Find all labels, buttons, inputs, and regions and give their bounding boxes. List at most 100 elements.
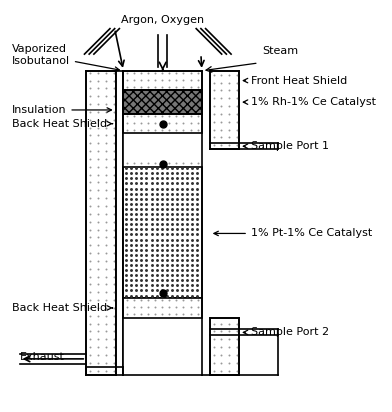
Point <box>128 216 134 222</box>
Point <box>138 211 145 218</box>
Point <box>103 195 109 201</box>
Point <box>103 132 109 139</box>
Point <box>154 292 160 299</box>
Point <box>123 251 129 258</box>
Point <box>131 70 137 76</box>
Point <box>152 126 158 133</box>
Point <box>154 190 160 197</box>
Point <box>164 267 170 274</box>
Point <box>133 251 140 258</box>
Point <box>164 165 170 171</box>
Point <box>103 148 109 154</box>
Point <box>226 360 232 366</box>
Point <box>234 95 240 101</box>
Point <box>159 126 165 133</box>
Point <box>173 112 180 119</box>
Point <box>226 320 232 327</box>
Point <box>123 195 129 202</box>
Point <box>145 112 151 119</box>
Point <box>159 211 165 218</box>
Point <box>152 304 158 310</box>
Point <box>189 170 196 177</box>
Point <box>154 170 160 177</box>
Point <box>95 117 101 123</box>
Point <box>184 287 191 294</box>
Point <box>174 221 180 227</box>
Point <box>226 368 232 374</box>
Point <box>179 226 185 233</box>
Point <box>184 195 191 202</box>
Point <box>159 262 165 268</box>
Point <box>184 267 191 274</box>
Point <box>138 160 144 166</box>
Point <box>138 201 145 207</box>
Point <box>169 241 175 248</box>
Point <box>169 216 175 222</box>
Point <box>174 175 180 182</box>
Point <box>179 277 185 283</box>
Point <box>143 267 150 274</box>
Point <box>123 272 129 279</box>
Point <box>138 70 144 76</box>
Point <box>138 180 145 187</box>
Point <box>133 221 140 227</box>
Point <box>133 257 140 263</box>
Point <box>103 250 109 256</box>
Point <box>149 257 155 263</box>
Point <box>111 148 117 154</box>
Point <box>138 77 144 83</box>
Point <box>133 262 140 268</box>
Point <box>211 344 217 351</box>
Point <box>138 246 145 253</box>
Point <box>128 292 134 299</box>
Point <box>138 236 145 243</box>
Point <box>159 160 165 166</box>
Point <box>138 251 145 258</box>
Point <box>87 77 93 84</box>
Point <box>103 93 109 100</box>
Point <box>103 304 109 311</box>
Point <box>149 231 155 238</box>
Point <box>138 226 145 233</box>
Point <box>145 84 151 90</box>
Point <box>111 242 117 248</box>
Point <box>194 175 201 182</box>
Point <box>169 257 175 263</box>
Point <box>154 221 160 227</box>
Point <box>194 257 201 263</box>
Point <box>103 265 109 272</box>
Point <box>164 251 170 258</box>
Point <box>87 187 93 194</box>
Point <box>149 211 155 218</box>
Point <box>194 190 201 197</box>
Point <box>138 304 144 310</box>
Point <box>189 206 196 212</box>
Point <box>95 124 101 131</box>
Point <box>111 297 117 303</box>
Point <box>173 304 180 310</box>
Point <box>166 70 172 76</box>
Bar <box>123 298 202 318</box>
Point <box>95 203 101 209</box>
Point <box>103 242 109 248</box>
Point <box>128 195 134 202</box>
Point <box>87 211 93 217</box>
Point <box>87 289 93 295</box>
Point <box>189 165 196 171</box>
Point <box>103 85 109 92</box>
Point <box>133 216 140 222</box>
Point <box>164 282 170 289</box>
Point <box>169 226 175 233</box>
Point <box>159 195 165 202</box>
Point <box>164 272 170 279</box>
Point <box>166 297 172 303</box>
Point <box>111 273 117 280</box>
Point <box>133 272 140 279</box>
Point <box>95 164 101 170</box>
Point <box>131 311 137 318</box>
Point <box>174 165 180 171</box>
Point <box>123 282 129 289</box>
Point <box>184 211 191 218</box>
Point <box>164 246 170 253</box>
Point <box>152 77 158 83</box>
